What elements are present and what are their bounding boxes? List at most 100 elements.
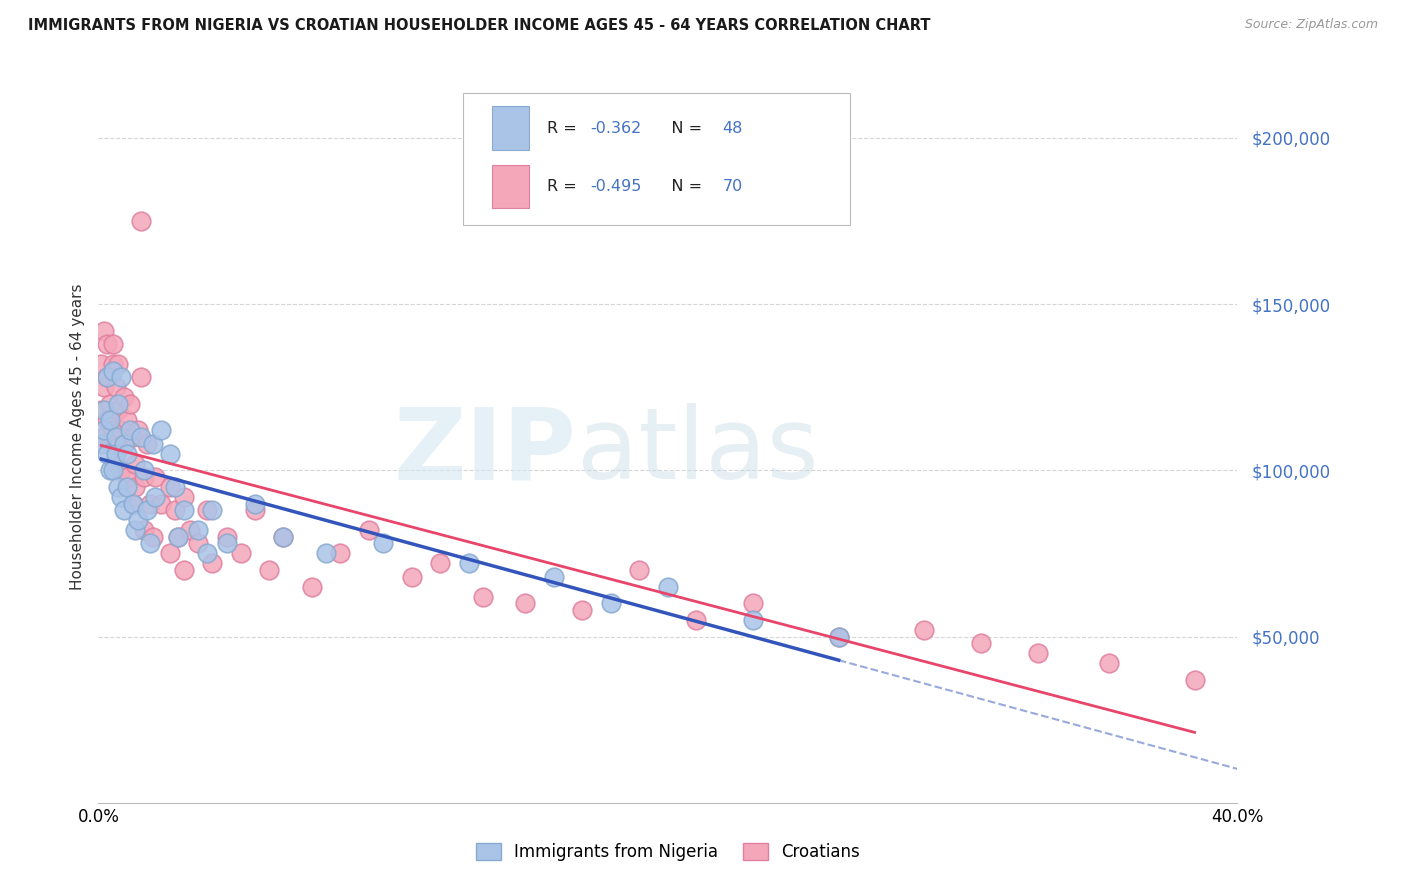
Point bbox=[167, 530, 190, 544]
Point bbox=[187, 536, 209, 550]
Point bbox=[357, 523, 380, 537]
Point bbox=[215, 530, 238, 544]
Point bbox=[187, 523, 209, 537]
Point bbox=[107, 397, 129, 411]
Point bbox=[129, 370, 152, 384]
Point bbox=[127, 424, 149, 438]
Text: -0.495: -0.495 bbox=[591, 179, 641, 194]
Point bbox=[301, 580, 323, 594]
Point bbox=[179, 523, 201, 537]
Y-axis label: Householder Income Ages 45 - 64 years: Householder Income Ages 45 - 64 years bbox=[69, 284, 84, 591]
Point bbox=[115, 413, 138, 427]
Point bbox=[96, 413, 118, 427]
Point bbox=[93, 380, 115, 394]
Point bbox=[471, 590, 494, 604]
Point bbox=[685, 613, 707, 627]
Point bbox=[104, 380, 127, 394]
Point bbox=[112, 436, 135, 450]
FancyBboxPatch shape bbox=[492, 165, 529, 208]
Point bbox=[515, 596, 537, 610]
Point bbox=[112, 436, 135, 450]
Point bbox=[243, 503, 266, 517]
Point bbox=[101, 337, 124, 351]
Point bbox=[657, 580, 679, 594]
Point bbox=[243, 497, 266, 511]
Point bbox=[101, 363, 124, 377]
Point bbox=[571, 603, 593, 617]
Point bbox=[145, 470, 167, 484]
Point bbox=[165, 480, 187, 494]
Point bbox=[93, 430, 115, 444]
FancyBboxPatch shape bbox=[492, 106, 529, 150]
Point bbox=[90, 403, 112, 417]
Text: ZIP: ZIP bbox=[394, 403, 576, 500]
Point bbox=[165, 503, 187, 517]
Point bbox=[1098, 656, 1121, 670]
Point bbox=[93, 403, 115, 417]
Point bbox=[628, 563, 651, 577]
Point bbox=[141, 436, 163, 450]
Point bbox=[828, 630, 851, 644]
Point bbox=[118, 424, 141, 438]
Point bbox=[115, 447, 138, 461]
Point bbox=[543, 570, 565, 584]
Point bbox=[329, 546, 352, 560]
Point bbox=[1184, 673, 1206, 687]
Point bbox=[201, 557, 224, 571]
Point bbox=[129, 430, 152, 444]
Text: N =: N = bbox=[657, 120, 707, 136]
Point bbox=[96, 370, 118, 384]
Point bbox=[132, 523, 155, 537]
Point bbox=[173, 503, 195, 517]
Point bbox=[150, 497, 173, 511]
Text: R =: R = bbox=[547, 120, 582, 136]
Point bbox=[373, 536, 395, 550]
Point bbox=[173, 563, 195, 577]
Point bbox=[93, 424, 115, 438]
Point bbox=[96, 337, 118, 351]
Point bbox=[107, 403, 129, 417]
Point bbox=[121, 497, 143, 511]
Point bbox=[201, 503, 224, 517]
Text: -0.362: -0.362 bbox=[591, 120, 641, 136]
Point bbox=[742, 596, 765, 610]
Point bbox=[259, 563, 281, 577]
Point bbox=[98, 436, 121, 450]
Point bbox=[150, 424, 173, 438]
Point bbox=[104, 457, 127, 471]
Point bbox=[135, 503, 157, 517]
Point bbox=[124, 523, 146, 537]
Point bbox=[110, 424, 132, 438]
Text: 70: 70 bbox=[723, 179, 742, 194]
Point bbox=[173, 490, 195, 504]
Point bbox=[101, 424, 124, 438]
Point bbox=[96, 447, 118, 461]
Point bbox=[912, 623, 935, 637]
Point bbox=[970, 636, 993, 650]
Point bbox=[115, 480, 138, 494]
Point bbox=[110, 490, 132, 504]
Point bbox=[138, 497, 160, 511]
Point bbox=[273, 530, 295, 544]
Point bbox=[132, 470, 155, 484]
Point bbox=[96, 370, 118, 384]
Point bbox=[104, 430, 127, 444]
Point bbox=[90, 436, 112, 450]
Point bbox=[167, 530, 190, 544]
FancyBboxPatch shape bbox=[463, 94, 851, 225]
Point bbox=[104, 447, 127, 461]
Point bbox=[742, 613, 765, 627]
Point bbox=[159, 546, 181, 560]
Point bbox=[195, 546, 218, 560]
Point bbox=[159, 447, 181, 461]
Point bbox=[107, 480, 129, 494]
Point bbox=[98, 413, 121, 427]
Point bbox=[110, 370, 132, 384]
Point bbox=[110, 463, 132, 477]
Point bbox=[273, 530, 295, 544]
Text: atlas: atlas bbox=[576, 403, 818, 500]
Text: R =: R = bbox=[547, 179, 582, 194]
Point bbox=[215, 536, 238, 550]
Point bbox=[101, 357, 124, 371]
Point bbox=[1026, 646, 1049, 660]
